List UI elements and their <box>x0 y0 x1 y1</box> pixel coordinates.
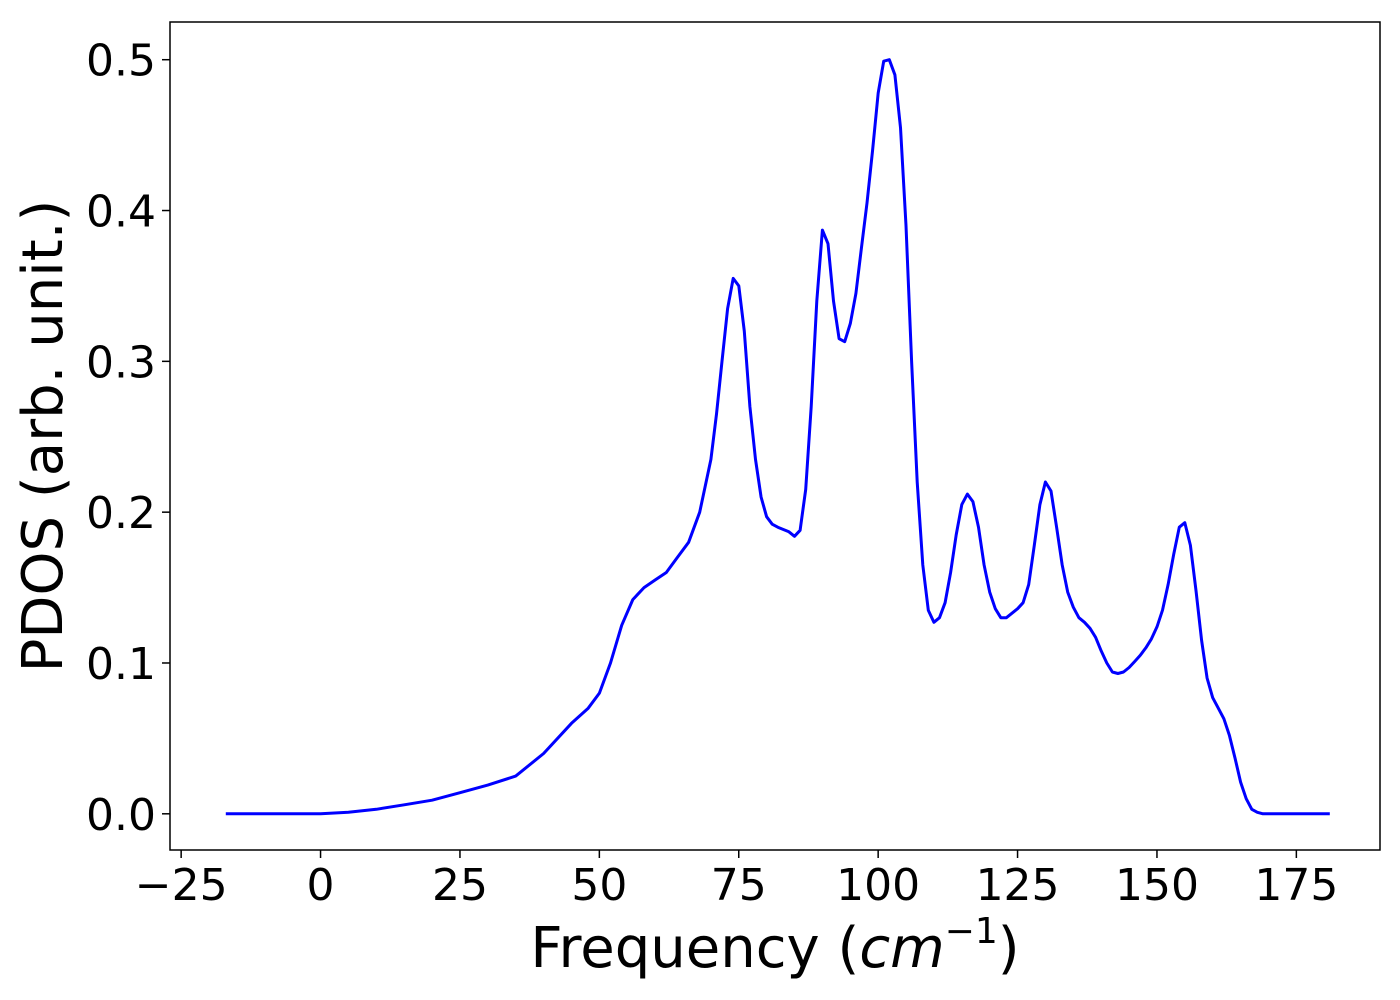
y-tick-label: 0.3 <box>86 337 156 388</box>
x-tick-label: −25 <box>135 860 228 911</box>
y-tick-label: 0.5 <box>86 36 156 87</box>
y-tick-label: 0.4 <box>86 187 156 238</box>
y-tick-label: 0.1 <box>86 639 156 690</box>
x-tick-label: 175 <box>1254 860 1338 911</box>
x-tick-label: 150 <box>1115 860 1199 911</box>
x-tick-label: 125 <box>976 860 1060 911</box>
x-tick-label: 100 <box>836 860 920 911</box>
x-tick-label: 25 <box>432 860 488 911</box>
y-tick-label: 0.0 <box>86 790 156 841</box>
x-tick-label: 75 <box>711 860 767 911</box>
x-axis-ticks: −25 0 25 50 75 100 125 150 175 <box>135 850 1338 911</box>
y-axis-ticks: 0.0 0.1 0.2 0.3 0.4 0.5 <box>86 36 170 841</box>
x-axis-label: Frequency (cm−1) <box>530 911 1019 981</box>
x-tick-label: 50 <box>571 860 627 911</box>
y-axis-label: PDOS (arb. unit.) <box>11 200 76 673</box>
x-tick-label: 0 <box>307 860 335 911</box>
plot-area-frame <box>169 21 1381 851</box>
pdos-series-line <box>225 58 1330 816</box>
y-tick-label: 0.2 <box>86 488 156 539</box>
